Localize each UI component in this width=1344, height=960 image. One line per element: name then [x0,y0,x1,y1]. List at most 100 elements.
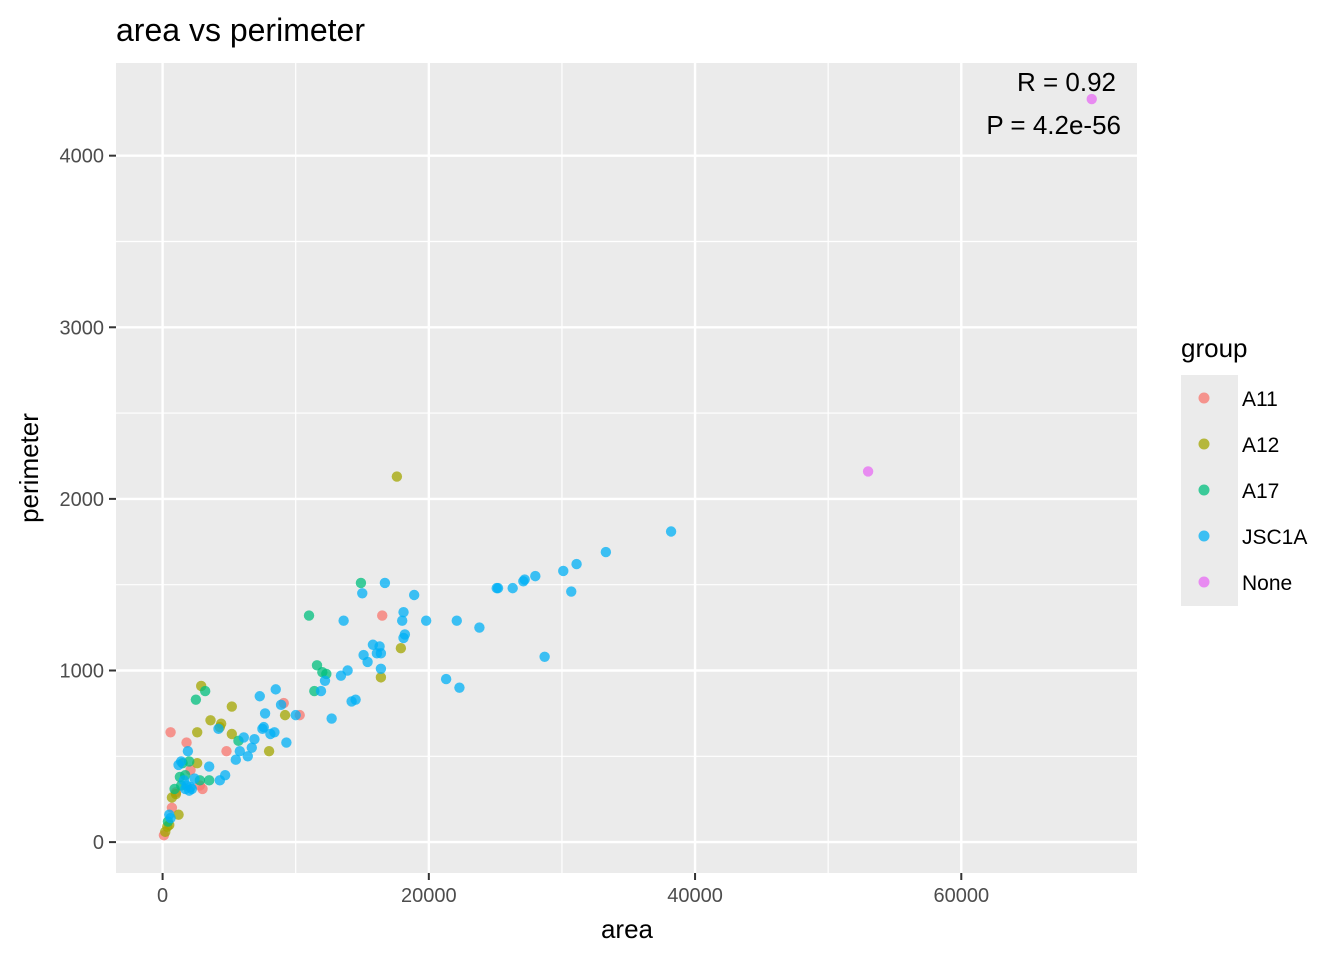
data-point [357,588,368,599]
data-point [530,570,541,582]
data-point [249,733,260,745]
y-tick-label: 3000 [60,317,105,339]
data-point [189,773,200,784]
data-point [219,769,231,781]
data-point [165,812,176,824]
series-none [862,93,1097,477]
data-point [221,745,232,757]
legend-label-jsc1a: JSC1A [1242,526,1307,549]
data-point [199,685,211,697]
data-point [355,577,367,589]
grid-lines [116,63,1137,873]
data-point [600,546,612,558]
data-point [270,684,281,695]
data-point [197,783,208,795]
x-tick-label: 60000 [933,885,989,907]
data-point [451,615,462,626]
data-point [375,672,387,683]
data-point [566,586,577,597]
data-point [181,737,192,748]
data-point [226,701,238,712]
data-point [259,708,271,719]
legend-label-a12: A12 [1242,434,1279,457]
correlation-r-annotation: R = 0.92 [1017,67,1116,97]
legend-key-a11 [1198,392,1210,404]
data-point [350,694,361,705]
data-point [173,809,184,820]
data-point [205,715,216,726]
series-jsc1a [164,526,677,824]
data-point [440,673,452,685]
axes: 0 20000 40000 60000 0 1000 2000 3000 4000 [60,146,990,907]
data-point [326,713,337,724]
data-point [281,737,292,748]
data-point [230,754,242,765]
y-tick-label: 0 [93,832,104,854]
data-point [275,699,287,711]
data-point [242,751,253,762]
data-point [258,721,269,733]
data-point [474,622,485,633]
data-point [203,761,215,772]
x-axis-title: area [601,914,654,944]
legend-key-a17 [1198,484,1210,496]
legend-label-a17: A17 [1242,480,1279,503]
correlation-p-annotation: P = 4.2e-56 [986,110,1121,140]
data-point [176,756,187,767]
y-axis-title: perimeter [14,413,44,523]
data-point [213,723,224,735]
data-point [315,685,327,697]
data-point [279,709,291,721]
y-tick-label: 4000 [60,146,105,168]
legend: group A11 A12 A17 JSC1A None [1181,333,1307,606]
data-point [454,682,465,693]
data-point [391,471,403,482]
data-point [203,775,215,786]
data-points [158,93,1097,841]
legend-key-a12 [1198,438,1210,450]
data-point [507,582,518,594]
legend-title: group [1181,333,1248,363]
data-point [396,615,408,626]
data-point [234,745,245,757]
data-point [519,574,530,585]
legend-label-none: None [1242,572,1292,595]
series-a17 [162,577,367,827]
data-point [492,582,504,594]
legend-key-jsc1a [1198,530,1210,542]
data-point [571,558,582,570]
data-point [254,691,265,702]
y-tick-label: 2000 [60,489,105,511]
data-point [246,742,257,753]
x-tick-label: 0 [157,885,168,907]
data-point [395,642,407,654]
x-tick-label: 40000 [667,885,723,907]
legend-key-background [1181,375,1238,606]
data-point [539,651,550,662]
data-point [375,648,387,659]
data-point [182,745,194,757]
data-point [398,606,409,618]
data-point [319,675,331,686]
x-tick-label: 20000 [401,885,457,907]
data-point [338,615,349,626]
data-point [190,694,202,705]
data-point [399,629,411,640]
data-point [184,756,195,767]
data-point [558,565,569,577]
data-point [862,466,874,477]
data-point [342,665,353,676]
data-point [192,727,203,738]
data-point [420,615,432,626]
data-point [408,589,420,601]
data-point [165,727,176,738]
chart-title: area vs perimeter [116,12,365,48]
legend-label-a11: A11 [1242,388,1278,411]
data-point [303,610,315,621]
data-point [186,783,198,795]
data-point [1086,93,1097,105]
data-point [238,732,249,743]
data-point [226,728,238,740]
legend-key-none [1198,576,1210,588]
